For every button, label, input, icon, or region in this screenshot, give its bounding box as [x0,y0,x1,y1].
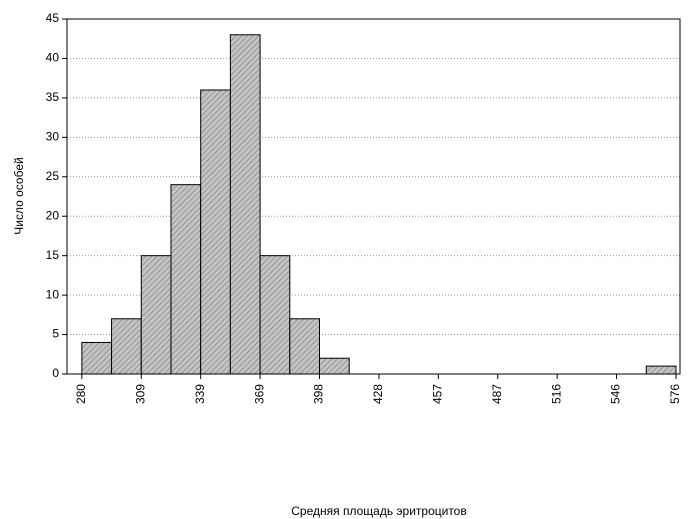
x-tick-label: 398 [312,384,326,404]
y-tick-label: 45 [46,11,60,25]
x-tick-label: 428 [371,384,385,404]
y-tick-label: 25 [46,169,60,183]
plot-frame [66,18,681,375]
y-tick-label: 10 [46,287,60,301]
x-tick-label: 546 [609,384,623,404]
bar [319,357,350,375]
bar [140,255,172,375]
y-tick-label: 30 [46,130,60,144]
bars [81,34,677,375]
x-tick-label: 487 [490,384,504,404]
bar [229,34,261,375]
y-axis-label: Число особей [12,157,26,234]
x-tick-label: 369 [252,384,266,404]
x-axis-label: Средняя площадь эритроцитов [291,504,466,518]
y-tick-label: 40 [46,51,60,65]
bar [170,184,202,375]
bar [200,89,231,375]
y-tick-label: 0 [52,366,59,380]
bar [289,318,321,375]
x-tick-label: 339 [193,384,207,404]
x-tick-label: 309 [133,384,147,404]
x-tick-label: 280 [74,384,88,404]
y-tick-label: 35 [46,90,60,104]
bar [111,318,142,375]
bar [645,365,677,375]
y-tick-label: 5 [52,327,59,341]
bar [259,255,291,375]
x-tick-label: 457 [431,384,445,404]
bar [81,341,113,375]
x-tick-label: 576 [668,384,682,404]
y-tick-label: 20 [46,208,60,222]
x-tick-label: 516 [549,384,563,404]
y-tick-label: 15 [46,248,60,262]
